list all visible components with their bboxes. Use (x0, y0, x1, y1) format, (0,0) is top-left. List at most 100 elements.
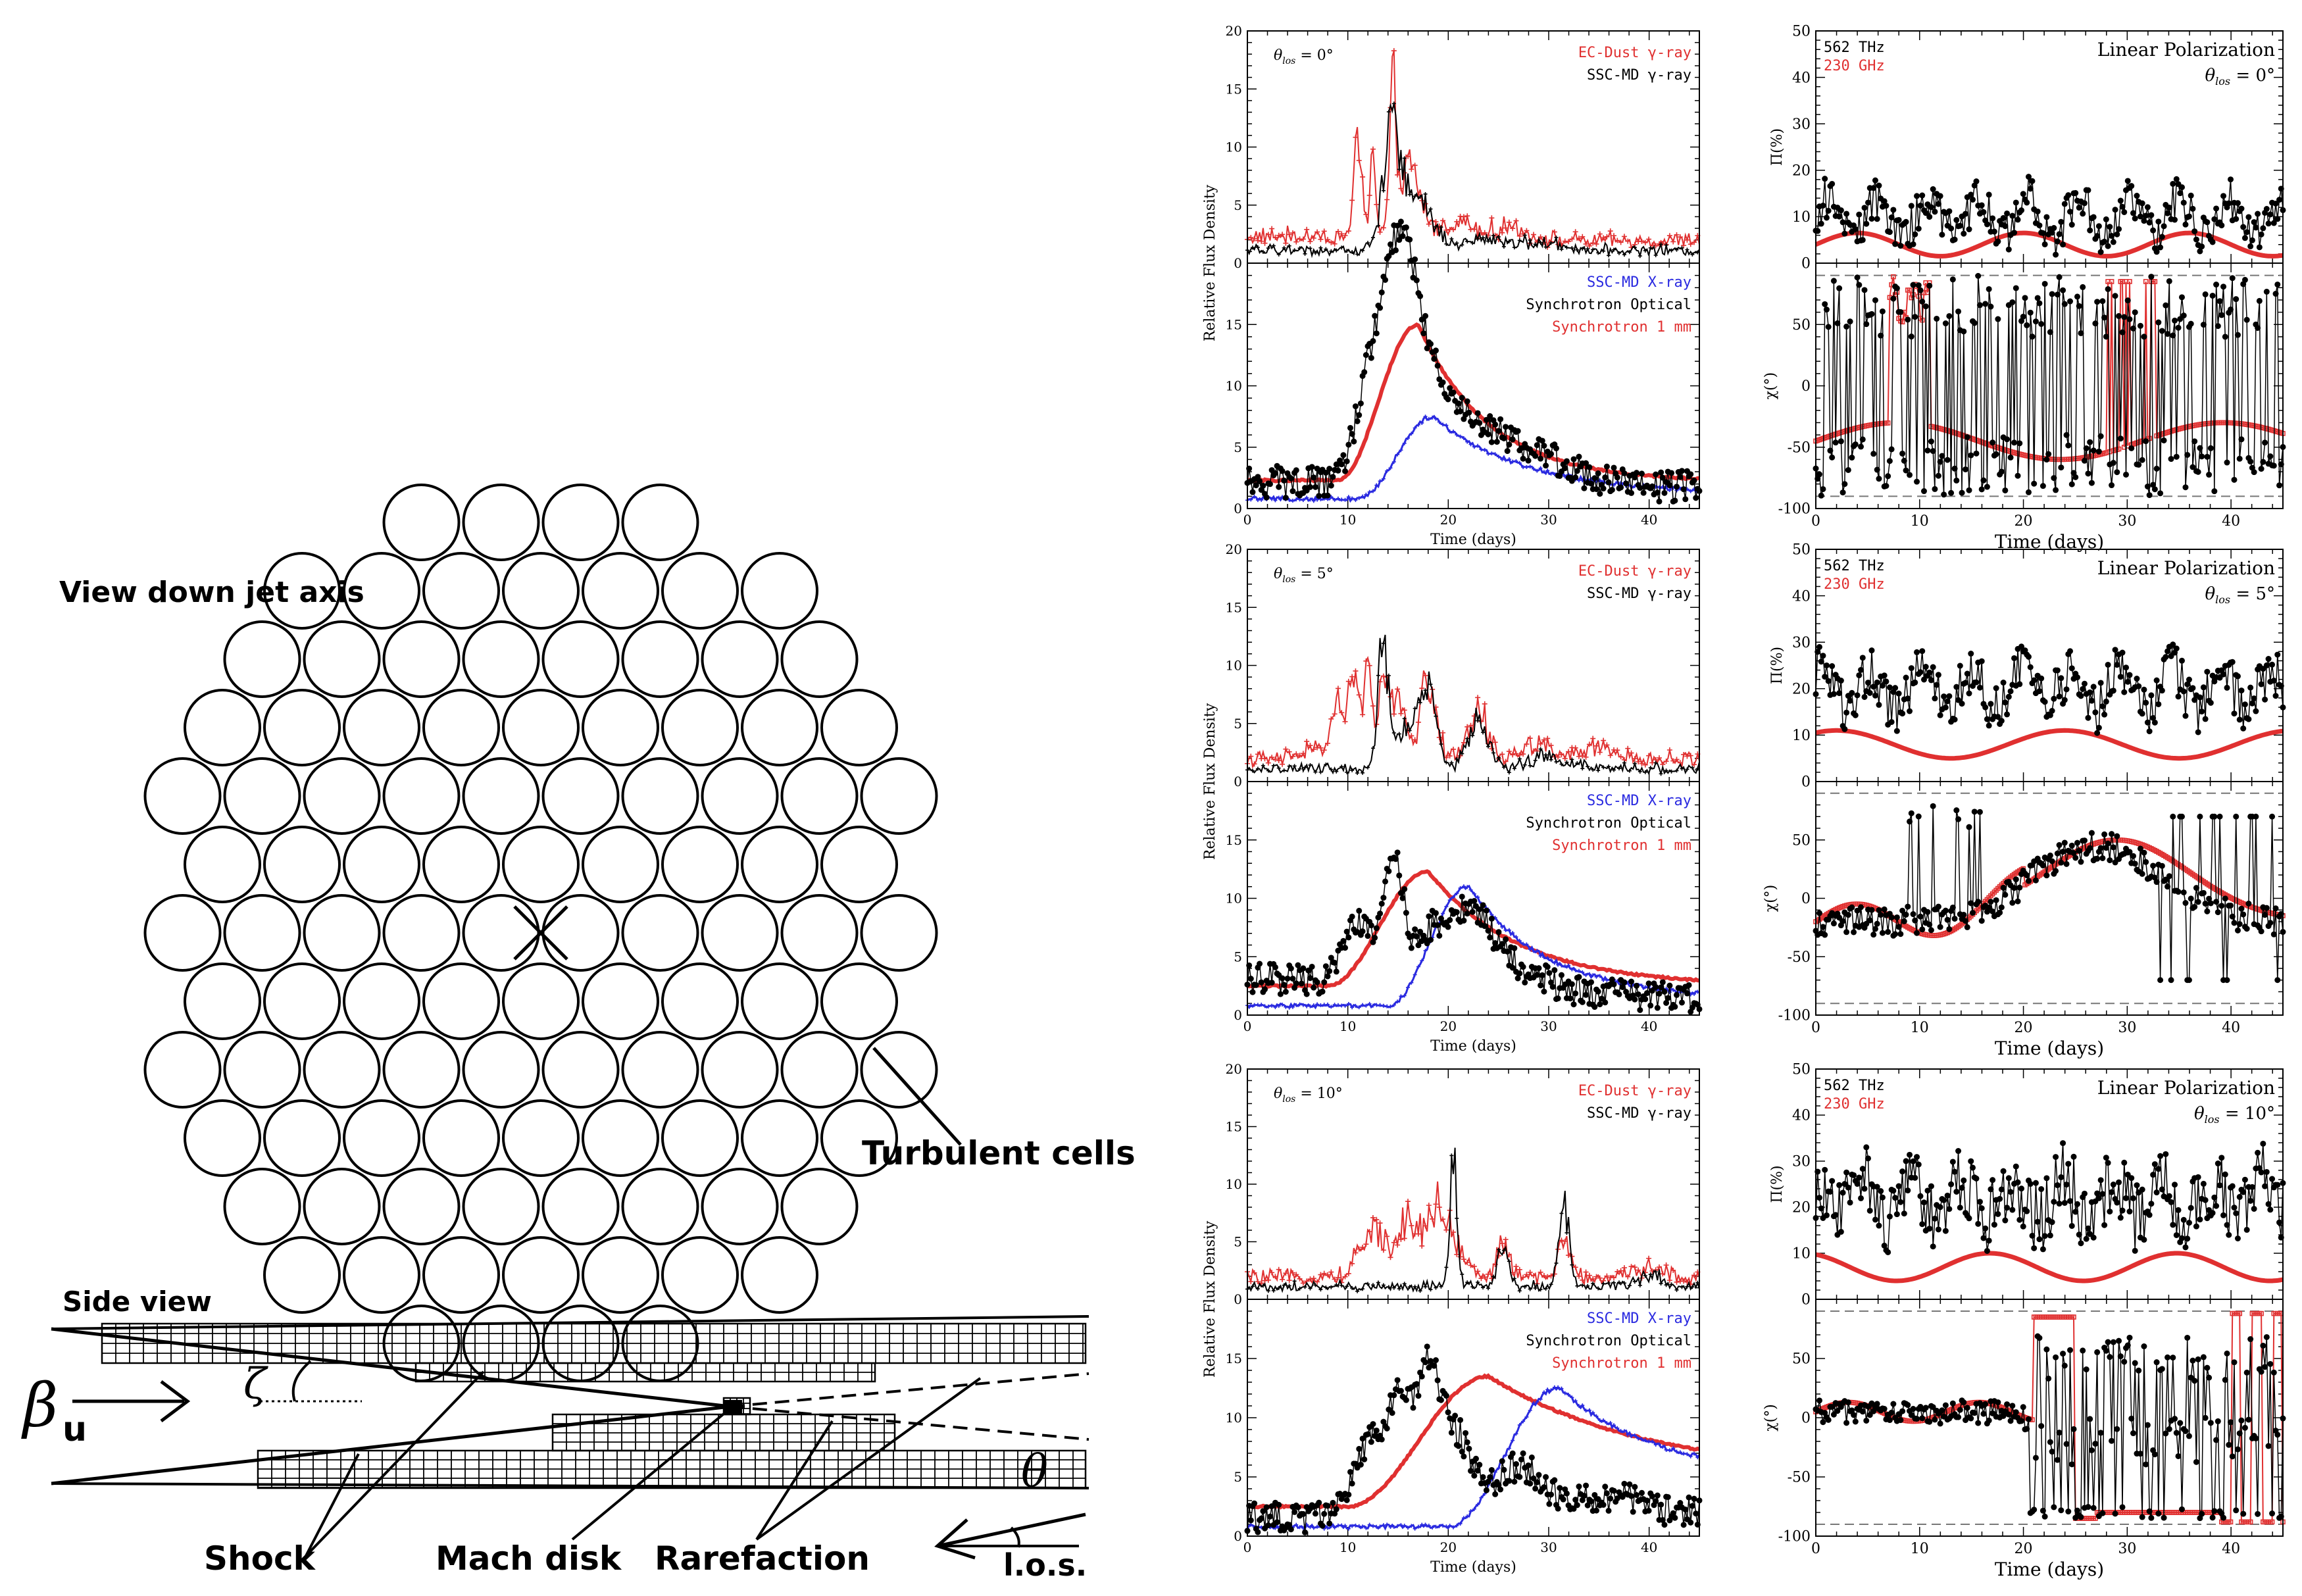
sync-optical-marker (1682, 1507, 1689, 1513)
evpa-562thz-marker (1949, 904, 1956, 910)
sync-optical-marker (1291, 1509, 1298, 1515)
sync-optical-marker (1415, 1393, 1422, 1399)
flux-x-axis-label: Time (days) (1430, 1559, 1516, 1576)
pol-562thz-marker (2276, 197, 2283, 203)
sync-optical-marker (1654, 1005, 1661, 1011)
pol-562thz-marker (1863, 1144, 1870, 1151)
evpa-562thz-marker (2253, 813, 2259, 820)
pol-562thz-marker (2247, 243, 2254, 249)
pol-562thz-marker (2204, 219, 2211, 226)
pol-562thz-marker (2251, 695, 2257, 702)
pol-562thz-marker (1878, 1188, 1884, 1195)
sync-optical-marker (1602, 999, 1609, 1006)
evpa-562thz-marker (1885, 473, 1891, 480)
evpa-562thz-marker (2214, 323, 2221, 330)
ssc-gamma-marker (1397, 732, 1401, 736)
evpa-562thz-marker (2270, 931, 2277, 937)
sync-optical-marker (1340, 452, 1347, 459)
side-view-label: Side view (63, 1285, 212, 1318)
sync-optical-marker (1428, 937, 1434, 943)
ec-dust-gamma-marker (1409, 166, 1414, 172)
evpa-562thz-marker (1912, 917, 1918, 924)
ssc-xray-marker (1541, 955, 1546, 960)
ssc-xray-marker (1367, 489, 1372, 494)
pol-562thz-marker (2139, 711, 2145, 717)
sync-optical-marker (1396, 872, 1403, 879)
ec-dust-gamma-marker (1593, 743, 1599, 749)
ec-dust-gamma-marker (1360, 712, 1366, 718)
ssc-gamma-marker (1470, 734, 1475, 738)
ssc-gamma-marker (1329, 1285, 1334, 1289)
pol-562thz-marker (1864, 680, 1871, 686)
pol-562thz-marker (1823, 214, 1830, 221)
evpa-230ghz-marker (1891, 274, 1896, 280)
ec-dust-gamma-marker (1436, 1205, 1442, 1210)
ssc-gamma-marker (1486, 744, 1491, 749)
ssc-xray-marker (1559, 963, 1564, 968)
flux-x-axis-label: Time (days) (1430, 532, 1516, 548)
sync-optical-marker (1677, 474, 1684, 480)
ec-dust-gamma-marker (1443, 227, 1449, 233)
sync-optical-marker (1316, 493, 1322, 499)
sync-optical-marker (1497, 416, 1504, 422)
turbulent-cell (661, 826, 739, 903)
ec-dust-gamma-marker (1583, 241, 1589, 247)
sync-optical-marker (1298, 980, 1305, 987)
ssc-gamma-marker (1591, 247, 1595, 252)
ec-dust-gamma-marker (1293, 751, 1299, 757)
ssc-gamma-marker (1276, 252, 1281, 257)
ec-dust-gamma-marker (1684, 753, 1690, 759)
evpa-562thz-marker (2231, 476, 2238, 483)
sync-optical-marker (1626, 1481, 1633, 1487)
pol-562thz-marker (1829, 663, 1836, 670)
sync-optical-marker (1637, 1007, 1643, 1013)
ssc-xray-marker (1290, 498, 1295, 503)
sync-optical-marker (1428, 341, 1434, 347)
ssc-xray-marker (1311, 499, 1316, 503)
pol-562thz-marker (2067, 209, 2074, 215)
ec-dust-gamma-marker (1276, 232, 1282, 238)
ec-dust-gamma-marker (1391, 48, 1397, 54)
x-tick-label: 20 (1440, 1018, 1457, 1034)
evpa-562thz-marker (2207, 445, 2214, 451)
sync-optical-marker (1378, 289, 1385, 295)
y-tick-label: 40 (1792, 588, 1811, 605)
sync-optical-marker (1464, 910, 1470, 917)
x-tick-label: 30 (1540, 512, 1557, 528)
evpa-562thz-marker (1997, 909, 2003, 916)
ec-dust-gamma-marker (1503, 1237, 1509, 1243)
evpa-562thz-marker (2164, 884, 2171, 890)
ec-dust-gamma-marker (1691, 762, 1697, 768)
evpa-562thz-marker (2068, 842, 2075, 849)
sync-optical-marker (1417, 928, 1424, 935)
ec-dust-gamma-marker (1363, 658, 1369, 664)
pol-562thz-marker (1859, 1166, 1866, 1172)
evpa-562thz-marker (2038, 320, 2045, 327)
sync-optical-marker (1492, 940, 1499, 947)
ssc-xray-marker (1476, 895, 1480, 899)
evpa-562thz-marker (1825, 324, 1832, 330)
pol-562thz-marker (2080, 686, 2086, 692)
y-tick-label: 20 (1226, 541, 1242, 557)
evpa-562thz-marker (1888, 446, 1895, 453)
evpa-562thz-marker (2151, 486, 2158, 493)
ssc-gamma-marker (1329, 767, 1334, 772)
ec-dust-gamma-marker (1464, 724, 1470, 730)
sync-optical-marker (1570, 1001, 1577, 1008)
ssc-xray-marker (1326, 1002, 1330, 1007)
beta-symbol: β (21, 1370, 58, 1441)
pol-562thz-marker (2067, 648, 2074, 655)
sync-optical-marker (1541, 1484, 1547, 1491)
sync-optical-marker (1574, 1502, 1580, 1509)
evpa-562thz-marker (2049, 291, 2055, 297)
ssc-gamma-marker (1413, 706, 1417, 711)
sync-optical-marker (1563, 1490, 1570, 1497)
sync-optical-marker (1513, 1460, 1519, 1467)
ec-dust-gamma-marker (1321, 747, 1327, 753)
ec-dust-gamma-marker (1419, 686, 1425, 691)
pol-562thz-marker (2002, 699, 2009, 706)
legend-ssc-gamma: SSC-MD γ-ray (1587, 67, 1691, 84)
evpa-230ghz-marker (2152, 279, 2158, 284)
flux-axes-frame (1247, 262, 1700, 509)
